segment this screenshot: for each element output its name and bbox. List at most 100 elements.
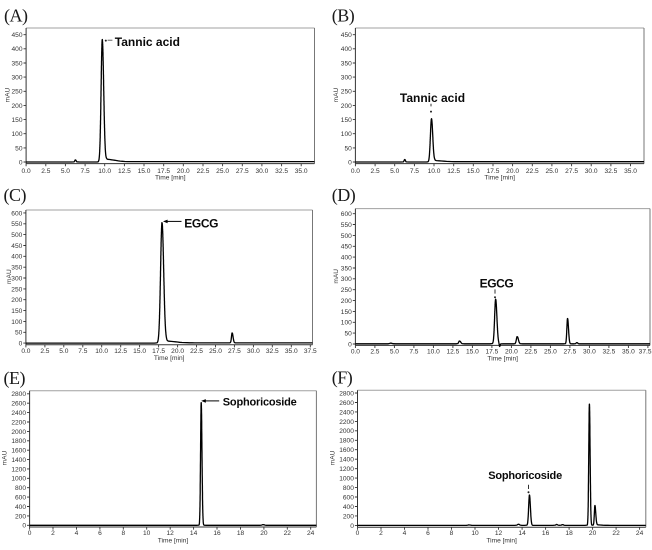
svg-text:250: 250 xyxy=(341,287,352,294)
svg-text:30.0: 30.0 xyxy=(247,348,260,355)
svg-text:2400: 2400 xyxy=(11,410,26,417)
svg-text:150: 150 xyxy=(341,117,352,124)
svg-text:18: 18 xyxy=(565,530,573,537)
svg-text:1200: 1200 xyxy=(11,466,26,473)
svg-text:27.5: 27.5 xyxy=(563,349,576,356)
svg-text:0.0: 0.0 xyxy=(21,348,30,355)
svg-text:10.0: 10.0 xyxy=(427,349,440,356)
svg-text:6: 6 xyxy=(98,530,102,537)
svg-text:600: 600 xyxy=(343,494,354,501)
svg-text:Time [min]: Time [min] xyxy=(155,174,186,181)
svg-text:6: 6 xyxy=(426,530,430,537)
svg-text:(E): (E) xyxy=(4,368,26,389)
svg-text:10: 10 xyxy=(143,530,151,537)
svg-text:20.0: 20.0 xyxy=(506,168,519,175)
svg-text:50: 50 xyxy=(15,145,23,152)
svg-text:EGCG: EGCG xyxy=(480,277,514,291)
svg-text:37.5: 37.5 xyxy=(639,349,652,356)
svg-text:250: 250 xyxy=(11,286,22,293)
svg-text:0: 0 xyxy=(28,530,32,537)
svg-text:(F): (F) xyxy=(332,367,353,388)
svg-text:2200: 2200 xyxy=(11,419,26,426)
svg-text:27.5: 27.5 xyxy=(236,168,249,175)
svg-text:Time [min]: Time [min] xyxy=(486,538,517,545)
svg-text:mAU: mAU xyxy=(333,87,340,102)
svg-text:0: 0 xyxy=(19,159,23,166)
svg-text:37.5: 37.5 xyxy=(304,348,317,355)
svg-text:12.5: 12.5 xyxy=(118,168,131,175)
svg-text:20.0: 20.0 xyxy=(177,168,190,175)
svg-text:200: 200 xyxy=(341,298,352,305)
svg-text:22.5: 22.5 xyxy=(524,349,537,356)
svg-text:450: 450 xyxy=(341,32,352,39)
svg-text:30.0: 30.0 xyxy=(583,349,596,356)
svg-text:150: 150 xyxy=(11,308,22,315)
svg-text:2800: 2800 xyxy=(11,391,26,398)
svg-text:200: 200 xyxy=(11,297,22,304)
svg-text:24: 24 xyxy=(636,530,644,537)
svg-text:250: 250 xyxy=(341,89,352,96)
svg-text:Time [min]: Time [min] xyxy=(158,537,189,544)
svg-text:15.0: 15.0 xyxy=(138,168,151,175)
svg-text:15.0: 15.0 xyxy=(466,349,479,356)
svg-text:25.0: 25.0 xyxy=(216,168,229,175)
svg-text:Tannic acid: Tannic acid xyxy=(400,91,465,105)
svg-text:25.0: 25.0 xyxy=(209,348,222,355)
svg-text:2.5: 2.5 xyxy=(370,349,379,356)
svg-text:16: 16 xyxy=(542,530,550,537)
svg-text:400: 400 xyxy=(341,46,352,53)
svg-text:7.5: 7.5 xyxy=(78,348,87,355)
svg-text:8: 8 xyxy=(450,530,454,537)
svg-text:24: 24 xyxy=(307,530,315,537)
svg-text:5.0: 5.0 xyxy=(61,168,70,175)
svg-text:350: 350 xyxy=(341,265,352,272)
svg-text:22.5: 22.5 xyxy=(190,348,203,355)
svg-text:mAU: mAU xyxy=(6,269,13,284)
svg-text:200: 200 xyxy=(343,513,354,520)
svg-text:100: 100 xyxy=(341,131,352,138)
svg-text:2.5: 2.5 xyxy=(371,168,380,175)
svg-text:1800: 1800 xyxy=(339,438,354,445)
svg-text:7.5: 7.5 xyxy=(81,168,90,175)
svg-text:350: 350 xyxy=(11,265,22,272)
svg-text:35.0: 35.0 xyxy=(624,168,637,175)
svg-text:5.0: 5.0 xyxy=(59,348,68,355)
svg-text:10.0: 10.0 xyxy=(98,168,111,175)
svg-text:300: 300 xyxy=(341,276,352,283)
svg-text:32.5: 32.5 xyxy=(604,168,617,175)
svg-text:mAU: mAU xyxy=(5,87,12,102)
svg-text:50: 50 xyxy=(15,330,23,337)
svg-text:30.0: 30.0 xyxy=(585,168,598,175)
svg-text:30.0: 30.0 xyxy=(255,168,268,175)
svg-text:25.0: 25.0 xyxy=(544,349,557,356)
svg-text:450: 450 xyxy=(11,243,22,250)
svg-text:200: 200 xyxy=(341,103,352,110)
svg-text:200: 200 xyxy=(11,103,22,110)
svg-text:22.5: 22.5 xyxy=(526,168,539,175)
svg-text:0: 0 xyxy=(348,159,352,166)
svg-text:350: 350 xyxy=(11,60,22,67)
svg-text:20: 20 xyxy=(260,530,268,537)
svg-text:0: 0 xyxy=(19,341,23,348)
svg-text:12.5: 12.5 xyxy=(114,348,127,355)
svg-text:2800: 2800 xyxy=(339,390,354,397)
svg-text:300: 300 xyxy=(11,275,22,282)
svg-text:15.0: 15.0 xyxy=(133,348,146,355)
svg-text:0: 0 xyxy=(356,530,360,537)
svg-text:2400: 2400 xyxy=(339,409,354,416)
svg-text:2: 2 xyxy=(379,530,383,537)
svg-text:22.5: 22.5 xyxy=(197,168,210,175)
svg-text:550: 550 xyxy=(341,222,352,229)
svg-text:16: 16 xyxy=(213,530,221,537)
svg-text:400: 400 xyxy=(343,504,354,511)
svg-text:4: 4 xyxy=(403,530,407,537)
svg-text:350: 350 xyxy=(341,60,352,67)
svg-text:12.5: 12.5 xyxy=(447,168,460,175)
svg-text:100: 100 xyxy=(11,319,22,326)
svg-text:100: 100 xyxy=(11,131,22,138)
svg-text:4: 4 xyxy=(75,530,79,537)
svg-text:0: 0 xyxy=(348,341,352,348)
svg-text:50: 50 xyxy=(344,145,352,152)
svg-text:27.5: 27.5 xyxy=(228,348,241,355)
svg-text:18: 18 xyxy=(237,530,245,537)
